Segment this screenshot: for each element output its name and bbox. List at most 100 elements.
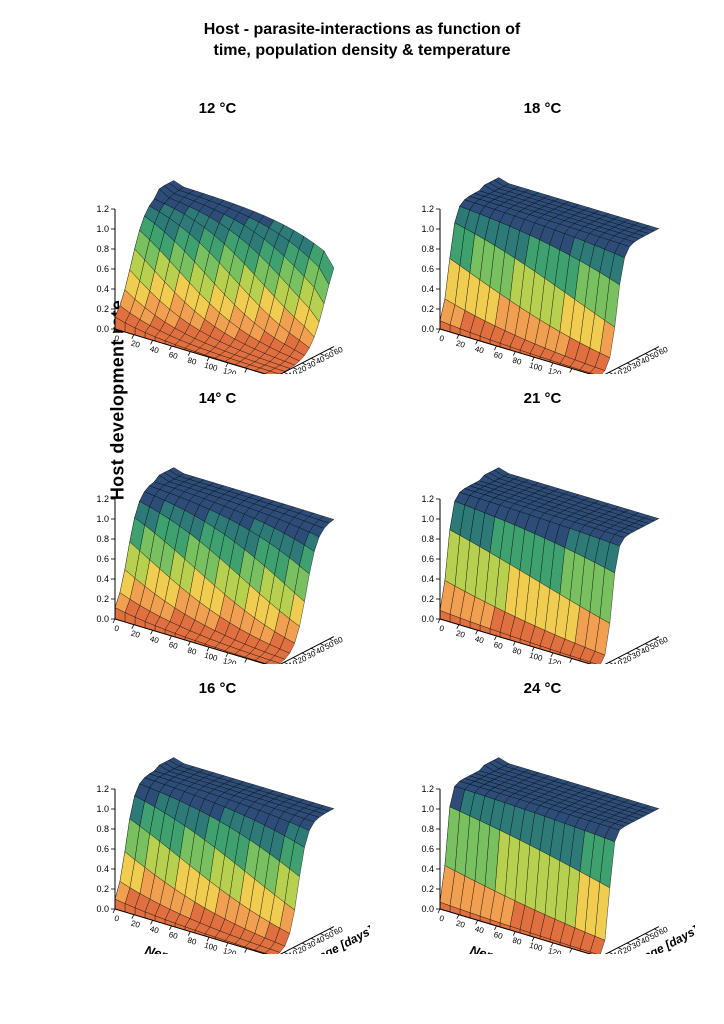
svg-text:20: 20 <box>455 339 467 350</box>
svg-text:0.6: 0.6 <box>96 554 109 564</box>
svg-text:40: 40 <box>474 634 486 645</box>
svg-text:1.0: 1.0 <box>421 514 434 524</box>
svg-text:100: 100 <box>203 361 219 373</box>
svg-text:0: 0 <box>113 334 120 344</box>
svg-text:0.6: 0.6 <box>96 844 109 854</box>
svg-text:0.4: 0.4 <box>421 284 434 294</box>
svg-text:40: 40 <box>149 344 161 355</box>
panel-title-p21: 21 °C <box>385 390 700 407</box>
svg-text:100: 100 <box>528 361 544 373</box>
svg-text:60: 60 <box>168 350 180 361</box>
svg-text:120: 120 <box>222 366 238 374</box>
svg-text:140: 140 <box>241 372 257 374</box>
svg-text:140: 140 <box>566 952 582 954</box>
svg-text:80: 80 <box>186 356 198 367</box>
panel-grid: 12 °C0.00.20.40.60.81.01.202040608010012… <box>60 100 700 970</box>
svg-text:0: 0 <box>438 914 445 924</box>
svg-text:0.8: 0.8 <box>421 824 434 834</box>
svg-text:0.4: 0.4 <box>421 574 434 584</box>
svg-text:40: 40 <box>474 344 486 355</box>
svg-text:0.2: 0.2 <box>96 884 109 894</box>
svg-text:60: 60 <box>658 345 670 357</box>
svg-text:100: 100 <box>528 651 544 663</box>
figure-title-line1: Host - parasite-interactions as function… <box>204 21 520 38</box>
svg-text:0.6: 0.6 <box>421 264 434 274</box>
svg-text:140: 140 <box>566 372 582 374</box>
svg-text:100: 100 <box>528 941 544 953</box>
svg-text:120: 120 <box>222 946 238 954</box>
panel-title-p12: 12 °C <box>60 100 375 117</box>
svg-text:0.4: 0.4 <box>96 574 109 584</box>
svg-text:0.4: 0.4 <box>96 864 109 874</box>
svg-text:0.6: 0.6 <box>421 844 434 854</box>
panel-p16: 16 °C0.00.20.40.60.81.01.202040608010012… <box>60 680 375 970</box>
svg-text:60: 60 <box>333 925 345 937</box>
svg-text:0.4: 0.4 <box>96 284 109 294</box>
svg-text:20: 20 <box>130 919 142 930</box>
svg-text:60: 60 <box>168 930 180 941</box>
svg-text:0.0: 0.0 <box>96 614 109 624</box>
svg-text:0.2: 0.2 <box>421 884 434 894</box>
svg-text:20: 20 <box>130 339 142 350</box>
svg-text:60: 60 <box>658 635 670 647</box>
svg-text:0.4: 0.4 <box>421 864 434 874</box>
figure-title-line2: time, population density & temperature <box>214 42 511 59</box>
svg-text:0.0: 0.0 <box>96 904 109 914</box>
svg-text:120: 120 <box>547 366 563 374</box>
svg-text:1.2: 1.2 <box>421 204 434 214</box>
svg-text:100: 100 <box>203 941 219 953</box>
svg-text:0.0: 0.0 <box>96 324 109 334</box>
figure-page: Host - parasite-interactions as function… <box>0 0 724 1024</box>
svg-text:60: 60 <box>658 925 670 937</box>
svg-text:0: 0 <box>438 334 445 344</box>
svg-text:1.0: 1.0 <box>421 224 434 234</box>
svg-text:0.2: 0.2 <box>421 594 434 604</box>
svg-text:60: 60 <box>333 635 345 647</box>
panel-title-p16: 16 °C <box>60 680 375 697</box>
svg-text:60: 60 <box>493 930 505 941</box>
svg-text:60: 60 <box>168 640 180 651</box>
svg-text:0.6: 0.6 <box>421 554 434 564</box>
panel-title-p14: 14° C <box>60 390 375 407</box>
svg-text:1.2: 1.2 <box>96 494 109 504</box>
svg-text:20: 20 <box>455 919 467 930</box>
svg-text:80: 80 <box>186 936 198 947</box>
svg-text:80: 80 <box>511 936 523 947</box>
svg-text:20: 20 <box>130 629 142 640</box>
svg-text:140: 140 <box>566 662 582 664</box>
svg-text:0.8: 0.8 <box>96 824 109 834</box>
svg-text:80: 80 <box>511 646 523 657</box>
panel-p12: 12 °C0.00.20.40.60.81.01.202040608010012… <box>60 100 375 390</box>
svg-text:1.0: 1.0 <box>96 514 109 524</box>
svg-text:1.0: 1.0 <box>96 804 109 814</box>
svg-text:1.2: 1.2 <box>96 204 109 214</box>
svg-text:20: 20 <box>455 629 467 640</box>
panel-title-p18: 18 °C <box>385 100 700 117</box>
svg-text:1.2: 1.2 <box>96 784 109 794</box>
svg-text:1.0: 1.0 <box>421 804 434 814</box>
svg-text:0.0: 0.0 <box>421 614 434 624</box>
panel-title-p24: 24 °C <box>385 680 700 697</box>
svg-text:80: 80 <box>511 356 523 367</box>
svg-text:0.6: 0.6 <box>96 264 109 274</box>
panel-p24: 24 °C0.00.20.40.60.81.01.202040608010012… <box>385 680 700 970</box>
svg-text:140: 140 <box>241 662 257 664</box>
svg-text:0: 0 <box>438 624 445 634</box>
svg-text:0.8: 0.8 <box>421 534 434 544</box>
svg-text:40: 40 <box>149 634 161 645</box>
svg-text:60: 60 <box>493 350 505 361</box>
svg-text:0.2: 0.2 <box>421 304 434 314</box>
panel-p14: 14° C0.00.20.40.60.81.01.202040608010012… <box>60 390 375 680</box>
svg-text:80: 80 <box>186 646 198 657</box>
svg-text:0.0: 0.0 <box>421 904 434 914</box>
panel-p21: 21 °C0.00.20.40.60.81.01.202040608010012… <box>385 390 700 680</box>
svg-text:0.8: 0.8 <box>421 244 434 254</box>
svg-text:0: 0 <box>113 914 120 924</box>
svg-text:120: 120 <box>547 946 563 954</box>
svg-text:0.8: 0.8 <box>96 534 109 544</box>
svg-text:0: 0 <box>113 624 120 634</box>
svg-text:1.0: 1.0 <box>96 224 109 234</box>
svg-text:1.2: 1.2 <box>421 494 434 504</box>
svg-text:120: 120 <box>222 656 238 664</box>
svg-text:60: 60 <box>493 640 505 651</box>
